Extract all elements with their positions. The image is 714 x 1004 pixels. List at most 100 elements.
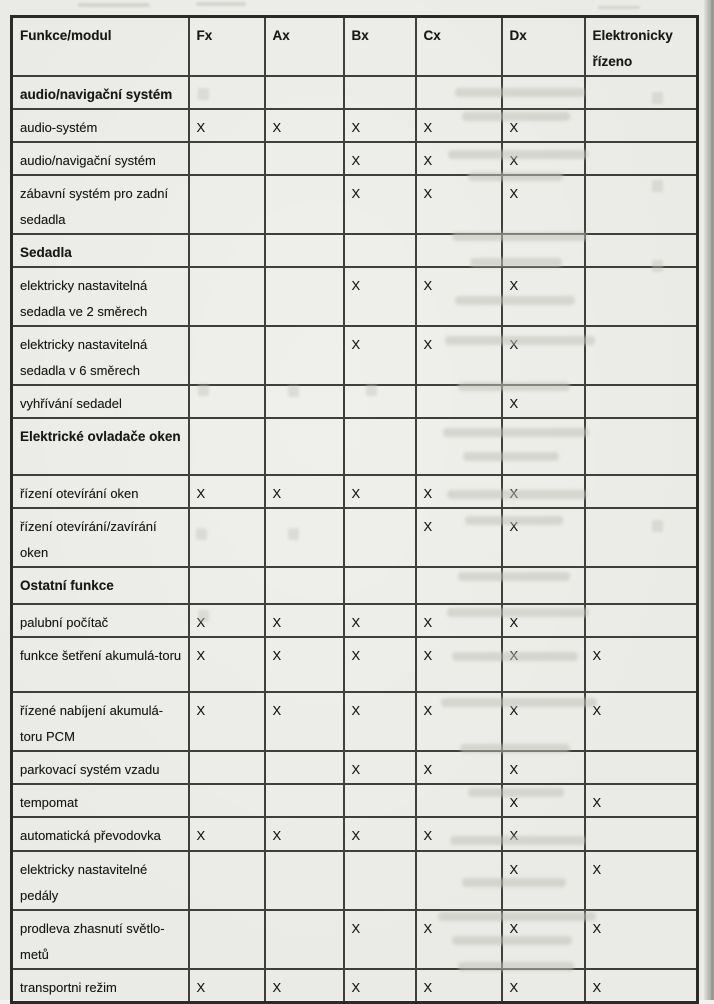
table-row: tempomat X X (10, 783, 699, 818)
mark-cell-fx (187, 750, 266, 785)
mark-cell-el (583, 816, 699, 852)
mark-cell-dx: X (500, 968, 586, 1004)
scan-smudge (78, 3, 150, 7)
column-header-cx: Cx (414, 15, 503, 77)
mark-cell-ax (263, 909, 345, 970)
mark-cell-fx (187, 507, 266, 568)
table-row: prodleva zhasnutí světlo-metů X X X X (10, 909, 699, 970)
bleed-through-mark (652, 260, 663, 272)
table-row: funkce šetření akumulá-toruXXXXXX (10, 636, 699, 693)
mark-cell-fx: X (187, 816, 266, 852)
mark-cell-fx (187, 141, 266, 176)
row-label: tempomat (10, 783, 190, 818)
mark-cell-ax (263, 266, 345, 327)
column-header-ax: Ax (263, 15, 345, 77)
mark-cell-fx: X (187, 474, 266, 509)
row-label: transportni režim (10, 968, 190, 1004)
bleed-through-artifact (452, 232, 587, 241)
row-label: řízení otevírání oken (10, 474, 190, 509)
column-header-el: Elektronicky řízeno (583, 15, 699, 77)
mark-cell-ax (263, 75, 345, 110)
mark-cell-bx: X (342, 691, 417, 752)
section-row: Ostatní funkce (10, 566, 699, 605)
mark-cell-el (583, 566, 699, 605)
bleed-through-artifact (470, 258, 562, 267)
mark-cell-ax: X (263, 603, 345, 638)
bleed-through-mark (198, 610, 209, 622)
mark-cell-ax: X (263, 474, 345, 509)
row-label: elektricky nastavitelná sedadla ve 2 smě… (10, 266, 190, 327)
mark-cell-el: X (583, 850, 699, 911)
bleed-through-artifact (438, 912, 596, 921)
mark-cell-fx (187, 233, 266, 268)
mark-cell-ax: X (263, 108, 345, 143)
bleed-through-mark (652, 180, 663, 192)
mark-cell-el (583, 603, 699, 638)
row-label: zábavní systém pro zadní sedadla (10, 174, 190, 235)
bleed-through-artifact (452, 652, 578, 661)
table-row: elektricky nastavitelná sedadla v 6 směr… (10, 325, 699, 386)
mark-cell-fx (187, 75, 266, 110)
scan-smudge (598, 6, 640, 9)
mark-cell-fx (187, 909, 266, 970)
mark-cell-cx: X (414, 325, 503, 386)
table-row: automatická převodovkaXXXXX (10, 816, 699, 852)
row-label: prodleva zhasnutí světlo-metů (10, 909, 190, 970)
mark-cell-el: X (583, 968, 699, 1004)
table-row: řízení otevírání okenXXXXX (10, 474, 699, 509)
mark-cell-bx (342, 850, 417, 911)
mark-cell-dx: X (500, 816, 586, 852)
mark-cell-bx (342, 233, 417, 268)
mark-cell-el (583, 233, 699, 268)
row-label: elektricky nastavitelná sedadla v 6 směr… (10, 325, 190, 386)
bleed-through-artifact (462, 878, 566, 887)
mark-cell-dx: X (500, 750, 586, 785)
mark-cell-ax: X (263, 636, 345, 693)
column-header-fx: Fx (187, 15, 266, 77)
mark-cell-dx: X (500, 325, 586, 386)
mark-cell-cx: X (414, 750, 503, 785)
mark-cell-ax (263, 384, 345, 419)
mark-cell-fx (187, 384, 266, 419)
mark-cell-cx: X (414, 816, 503, 852)
features-table: Funkce/modul Fx Ax Bx Cx Dx Elektronicky řízen… (10, 15, 699, 1004)
bleed-through-artifact (443, 428, 589, 437)
table-row: vyhřívání sedadel X (10, 384, 699, 419)
bleed-through-artifact (441, 698, 597, 707)
table-row: transportni režim X X X X X X (10, 968, 699, 1004)
bleed-through-mark (198, 88, 209, 100)
mark-cell-ax (263, 850, 345, 911)
bleed-through-artifact (468, 172, 563, 181)
mark-cell-el: X (583, 783, 699, 818)
scan-smudge (196, 2, 246, 6)
row-label: řízení otevírání/zavírání oken (10, 507, 190, 568)
column-header-bx: Bx (342, 15, 417, 77)
mark-cell-bx (342, 783, 417, 818)
bleed-through-artifact (462, 112, 570, 121)
row-label: automatická převodovka (10, 816, 190, 852)
row-label: Ostatní funkce (10, 566, 190, 605)
header-row: Funkce/modul Fx Ax Bx Cx Dx Elektronicky řízen… (10, 15, 699, 77)
mark-cell-bx (342, 417, 417, 476)
mark-cell-dx: X (500, 636, 586, 693)
mark-cell-el: X (583, 636, 699, 693)
mark-cell-ax: X (263, 691, 345, 752)
mark-cell-fx (187, 783, 266, 818)
section-row: Elektrické ovladače oken (10, 417, 699, 476)
mark-cell-ax (263, 566, 345, 605)
row-label: palubní počítač (10, 603, 190, 638)
mark-cell-cx: X (414, 968, 503, 1004)
row-label: parkovací systém vzadu (10, 750, 190, 785)
bleed-through-artifact (455, 88, 585, 97)
row-label: vyhřívání sedadel (10, 384, 190, 419)
bleed-through-artifact (455, 296, 575, 305)
mark-cell-bx: X (342, 603, 417, 638)
mark-cell-cx (414, 75, 503, 110)
mark-cell-bx (342, 507, 417, 568)
bleed-through-artifact (458, 382, 570, 391)
mark-cell-el (583, 474, 699, 509)
table-row: audio/navigační systém X X X (10, 141, 699, 176)
bleed-through-artifact (447, 490, 587, 499)
bleed-through-artifact (465, 516, 563, 525)
